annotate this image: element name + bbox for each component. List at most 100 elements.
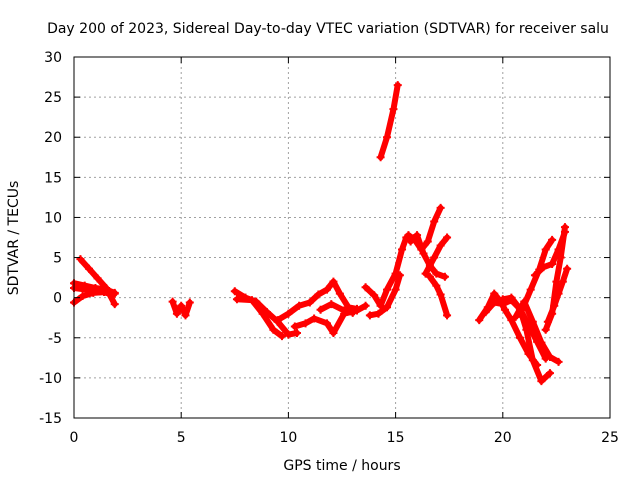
- data-point: [284, 309, 293, 318]
- data-point: [432, 281, 441, 290]
- y-tick-label: 30: [44, 50, 62, 66]
- y-tick-label: 5: [53, 251, 62, 267]
- data-point: [530, 271, 539, 280]
- data-point: [528, 356, 537, 365]
- data-point: [554, 357, 563, 366]
- data-point: [490, 298, 499, 307]
- data-point: [548, 235, 557, 244]
- data-point: [541, 245, 550, 254]
- series-track-11: [361, 233, 411, 310]
- x-axis-title: GPS time / hours: [283, 458, 400, 474]
- data-point: [258, 309, 267, 318]
- series-track-13: [376, 81, 402, 162]
- y-axis-title: SDTVAR / TECUs: [6, 181, 22, 296]
- data-point: [432, 269, 441, 278]
- data-point: [383, 133, 392, 142]
- data-point: [365, 311, 374, 320]
- data-point: [543, 317, 552, 326]
- data-point: [398, 245, 407, 254]
- series-line: [274, 278, 360, 324]
- data-point: [310, 314, 319, 323]
- series-layer: [70, 81, 572, 386]
- data-point: [541, 325, 550, 334]
- data-point: [329, 277, 338, 286]
- y-tick-label: -10: [39, 371, 62, 387]
- y-tick-label: -5: [48, 331, 62, 347]
- data-point: [305, 298, 314, 307]
- y-tick-label: 20: [44, 130, 62, 146]
- data-point: [78, 292, 87, 301]
- series-track-10: [316, 300, 357, 317]
- series-track-5: [168, 297, 194, 320]
- data-point: [436, 241, 445, 250]
- data-point: [85, 264, 94, 273]
- data-point: [526, 285, 535, 294]
- data-point: [376, 153, 385, 162]
- data-point: [327, 300, 336, 309]
- data-point: [82, 285, 91, 294]
- data-point: [290, 322, 299, 331]
- data-point: [537, 377, 546, 386]
- data-point: [421, 269, 430, 278]
- data-point: [370, 291, 379, 300]
- x-tick-label: 0: [70, 430, 79, 446]
- data-point: [108, 290, 117, 299]
- data-point: [537, 338, 546, 347]
- data-point: [522, 325, 531, 334]
- data-point: [515, 333, 524, 342]
- data-point: [322, 285, 331, 294]
- data-point: [177, 301, 186, 310]
- data-point: [247, 296, 256, 305]
- data-point: [406, 237, 415, 246]
- data-point: [430, 253, 439, 262]
- series-track-25: [543, 264, 572, 326]
- data-point: [500, 305, 509, 314]
- data-point: [436, 203, 445, 212]
- data-point: [348, 308, 357, 317]
- data-point: [545, 353, 554, 362]
- y-tick-label: 0: [53, 291, 62, 307]
- series-track-17: [425, 272, 452, 320]
- series-track-7: [232, 295, 286, 341]
- y-tick-label: 15: [44, 170, 62, 186]
- data-point: [423, 237, 432, 246]
- chart-title: Day 200 of 2023, Sidereal Day-to-day VTE…: [47, 21, 609, 37]
- data-point: [172, 309, 181, 318]
- data-point: [93, 274, 102, 283]
- data-point: [232, 295, 241, 304]
- series-line: [71, 285, 116, 298]
- data-point: [556, 253, 565, 262]
- y-tick-label: -15: [39, 411, 62, 427]
- data-point: [273, 316, 282, 325]
- data-point: [181, 311, 190, 320]
- y-tick-label: 25: [44, 90, 62, 106]
- data-point: [314, 290, 323, 299]
- data-point: [518, 305, 527, 314]
- data-point: [430, 217, 439, 226]
- data-point: [498, 295, 507, 304]
- data-point: [511, 312, 520, 321]
- data-point: [391, 285, 400, 294]
- data-point: [269, 325, 278, 334]
- data-point: [507, 293, 516, 302]
- data-point: [528, 317, 537, 326]
- data-point: [361, 301, 370, 310]
- data-point: [440, 272, 449, 281]
- x-tick-label: 10: [279, 430, 297, 446]
- data-point: [301, 319, 310, 328]
- data-point: [335, 289, 344, 298]
- data-point: [329, 328, 338, 337]
- data-point: [322, 319, 331, 328]
- data-point: [507, 316, 516, 325]
- data-point: [383, 285, 392, 294]
- x-tick-label: 5: [177, 430, 186, 446]
- data-point: [316, 305, 325, 314]
- data-point: [413, 231, 422, 240]
- series-track-15: [406, 231, 449, 281]
- series-line: [426, 273, 451, 319]
- data-point: [443, 233, 452, 242]
- data-point: [548, 259, 557, 268]
- data-point: [554, 289, 563, 298]
- series-line: [317, 301, 356, 316]
